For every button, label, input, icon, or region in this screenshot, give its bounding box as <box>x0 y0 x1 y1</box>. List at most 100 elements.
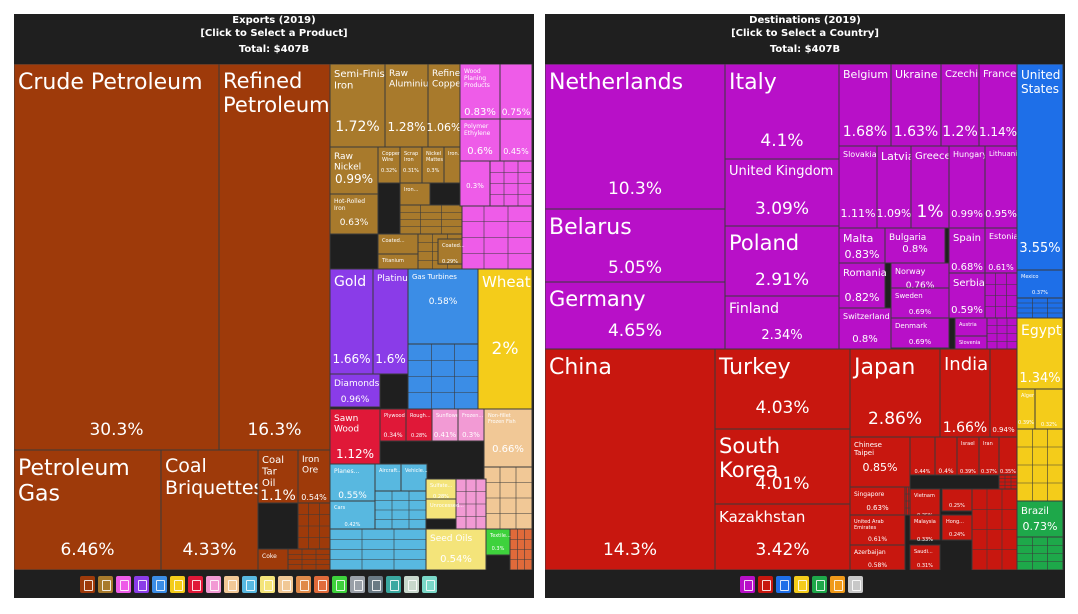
tile-india[interactable]: India 1.66% <box>939 348 991 438</box>
tile-polymer-ethylene[interactable]: Polymer Ethylene 0.6% <box>459 118 501 162</box>
tile-rect[interactable] <box>838 307 892 350</box>
tile-rect[interactable] <box>329 268 374 375</box>
africa-icon[interactable] <box>794 576 809 593</box>
tile-rect[interactable] <box>477 268 533 410</box>
tile-rect[interactable] <box>849 486 906 516</box>
tile-rect[interactable] <box>1034 388 1064 430</box>
tile-rect[interactable] <box>978 64 1018 147</box>
tile-belarus[interactable]: Belarus 5.05% <box>545 208 726 283</box>
tile-copper-wire[interactable]: Copper Wire 0.32% <box>377 146 401 184</box>
tile-iron[interactable]: Iron... <box>399 182 431 206</box>
tile-frozen[interactable]: Frozen... 0.3% <box>457 408 485 442</box>
tile-rect[interactable] <box>14 64 220 451</box>
tile-singapore[interactable]: Singapore 0.63% <box>849 486 906 516</box>
tile-gas-turbines[interactable]: Gas Turbines 0.58% <box>407 268 479 345</box>
tile-rect[interactable] <box>838 227 886 264</box>
tile-iran[interactable]: Iran 0.37% <box>978 436 1000 476</box>
tile-slovenia[interactable]: Slovenia <box>954 335 988 350</box>
tile-poland[interactable]: Poland 2.91% <box>724 225 840 297</box>
tile-crude-petroleum[interactable]: Crude Petroleum 30.3% <box>14 64 220 451</box>
tile-rect[interactable] <box>545 348 716 570</box>
tile-rect[interactable] <box>948 227 986 274</box>
tile-diamonds[interactable]: Diamonds 0.96% <box>329 373 381 408</box>
tile-0-75[interactable]: 0.75% <box>499 64 533 120</box>
tile-china[interactable]: China 14.3% <box>545 348 716 570</box>
tile-rect[interactable] <box>989 348 1018 438</box>
tile-rect[interactable] <box>939 348 991 438</box>
tile-rect[interactable] <box>909 544 941 570</box>
tile-platinum[interactable]: Platinum 1.6% <box>372 268 417 375</box>
tile-rect[interactable] <box>941 514 973 541</box>
tile-0-25[interactable]: 0.25% <box>941 488 973 512</box>
tile-latvia[interactable]: Latvia 1.09% <box>876 145 915 229</box>
tile-rect[interactable] <box>948 272 986 319</box>
tile-rect[interactable] <box>400 463 428 492</box>
asia-icon[interactable] <box>758 576 773 593</box>
tile-0-35[interactable]: 0.35% <box>998 436 1018 476</box>
tile-slovakia[interactable]: Slovakia 1.11% <box>838 145 878 229</box>
tile-estonia[interactable]: Estonia 0.61% <box>984 227 1019 274</box>
tile-titanium[interactable]: Titanium <box>377 253 419 270</box>
tile-coal-briquettes[interactable]: Coal Briquettes 4.33% <box>160 449 263 570</box>
stone-and-glass-icon[interactable] <box>314 576 329 593</box>
tile-rect[interactable] <box>459 160 491 207</box>
tile-rect[interactable] <box>714 348 851 430</box>
tile-rect[interactable] <box>849 514 906 546</box>
tile-rect[interactable] <box>374 463 402 492</box>
tile-italy[interactable]: Italy 4.1% <box>724 64 840 160</box>
tile-0-32[interactable]: 0.32% <box>1034 388 1064 430</box>
tile-rect[interactable] <box>890 317 950 349</box>
foodstuffs-icon[interactable] <box>260 576 275 593</box>
tile-gold[interactable]: Gold 1.66% <box>329 268 374 375</box>
tile-wheat[interactable]: Wheat 2% <box>477 268 533 410</box>
tile-israel[interactable]: Israel 0.39% <box>956 436 980 476</box>
tile-non-fillet-frozen-fish[interactable]: Non-fillet Frozen Fish 0.66% <box>483 408 533 468</box>
tile-seed-oils[interactable]: Seed Oils 0.54% <box>425 528 487 570</box>
tile-iron-ore[interactable]: Iron Ore 0.54% <box>297 449 331 504</box>
tile-coke[interactable]: Coke <box>257 548 289 570</box>
tile-rect[interactable] <box>838 64 892 147</box>
tile-serbia[interactable]: Serbia 0.59% <box>948 272 986 319</box>
tile-rect[interactable] <box>890 287 950 319</box>
tile-sulfate[interactable]: Sulfate... 0.28% <box>425 478 457 500</box>
wood-products-icon[interactable] <box>188 576 203 593</box>
tile-switzerland[interactable]: Switzerland 0.8% <box>838 307 892 350</box>
tile-wood-planing-products[interactable]: Wood Planing Products 0.83% <box>459 64 501 120</box>
tile-rect[interactable] <box>545 281 726 350</box>
vegetable-products-icon[interactable] <box>170 576 185 593</box>
tile-rect[interactable] <box>499 118 533 162</box>
tile-rect[interactable] <box>1016 64 1064 271</box>
animal-hides-icon[interactable] <box>404 576 419 593</box>
tile-malta[interactable]: Malta 0.83% <box>838 227 886 264</box>
tile-netherlands[interactable]: Netherlands 10.3% <box>545 64 726 210</box>
tile-denmark[interactable]: Denmark 0.69% <box>890 317 950 349</box>
tile-romania[interactable]: Romania 0.82% <box>838 262 887 309</box>
tile-rect[interactable] <box>485 528 511 556</box>
metals-icon[interactable] <box>98 576 113 593</box>
tile-rect[interactable] <box>329 373 381 408</box>
exports-subtitle[interactable]: [Click to Select a Product] <box>200 28 348 39</box>
instruments-icon[interactable] <box>296 576 311 593</box>
tile-rect[interactable] <box>431 408 459 442</box>
tile-rect[interactable] <box>218 64 331 451</box>
tile-rect[interactable] <box>425 528 487 570</box>
tile-rect[interactable] <box>984 145 1018 229</box>
tile-textile[interactable]: Textile... 0.3% <box>485 528 511 556</box>
tile-rect[interactable] <box>329 500 376 530</box>
tile-rect[interactable] <box>909 514 941 541</box>
tile-brazil[interactable]: Brazil 0.73% <box>1016 500 1064 538</box>
tile-sweden[interactable]: Sweden 0.69% <box>890 287 950 319</box>
tile-0-45[interactable]: 0.45% <box>499 118 533 162</box>
tile-rect[interactable] <box>849 544 906 570</box>
tile-malaysia[interactable]: Malaysia 0.33% <box>909 514 941 543</box>
tile-rect[interactable] <box>1016 500 1064 538</box>
precious-metals-icon[interactable] <box>134 576 149 593</box>
tile-rect[interactable] <box>876 145 912 229</box>
north-america-icon[interactable] <box>776 576 791 593</box>
footwear-icon[interactable] <box>368 576 383 593</box>
tile-rect[interactable] <box>437 238 463 265</box>
tile-0-44[interactable]: 0.44% <box>909 436 936 476</box>
tile-hot-rolled-iron[interactable]: Hot-Rolled Iron 0.63% <box>329 193 379 235</box>
